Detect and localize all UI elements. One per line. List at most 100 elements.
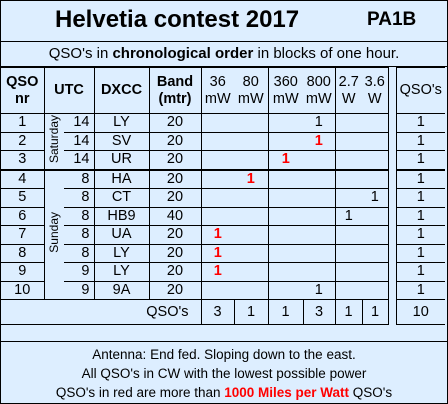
utc-cell: 8 — [64, 225, 95, 245]
power-cell — [303, 206, 336, 226]
power-cell: 1 — [303, 131, 336, 151]
power-cell: 1 — [303, 280, 336, 300]
spacer — [387, 132, 397, 151]
power-cell: 1 — [334, 206, 362, 226]
power-cell — [200, 113, 234, 133]
qso-nr-cell: 8 — [1, 243, 45, 263]
band-cell: 20 — [148, 262, 202, 282]
header-power-80mw: 80 mW — [234, 67, 269, 114]
total-3.6w: 1 — [361, 299, 389, 325]
table-row: 1 Saturday 14 LY 20 1 1 — [1, 113, 445, 170]
qsos-cell: 1 — [395, 188, 445, 208]
legend-note: QSO's in red are more than 1000 Miles pe… — [55, 385, 393, 400]
power-cell — [303, 243, 336, 263]
spacer — [387, 113, 397, 132]
power-cell — [303, 225, 336, 245]
power-cell — [200, 206, 234, 226]
power-cell — [234, 280, 269, 300]
qsos-cell: 1 — [395, 225, 445, 245]
qsos-cell: 1 — [395, 150, 445, 170]
band-cell: 20 — [148, 188, 202, 208]
power-cell — [267, 243, 303, 263]
power-cell — [234, 225, 269, 245]
qso-nr-cell: 3 — [1, 150, 45, 170]
header-qsos: QSO's — [395, 67, 445, 114]
mode-note: All QSO's in CW with the lowest possible… — [81, 366, 367, 381]
power-cell — [362, 150, 389, 170]
power-cell — [334, 243, 362, 263]
qsos-cell: 1 — [395, 243, 445, 263]
subtitle-prefix: QSO's in — [48, 45, 113, 62]
power-cell — [362, 131, 389, 151]
qso-nr-cell: 1 — [1, 113, 45, 133]
power-cell — [303, 150, 336, 170]
header: Helvetia contest 2017 PA1B — [1, 1, 447, 41]
power-cell — [362, 243, 389, 263]
total-36mw: 3 — [200, 299, 235, 325]
power-cell — [234, 262, 269, 282]
spacer — [387, 188, 397, 207]
total-80mw: 1 — [233, 299, 269, 325]
power-cell — [334, 168, 362, 189]
total-qsos: 10 — [395, 299, 445, 325]
dxcc-cell: LY — [93, 262, 150, 282]
header-band: Band (mtr) — [148, 67, 202, 114]
table-row: 7 8 UA 20 1 1 — [1, 225, 445, 245]
qso-nr-cell: 9 — [1, 262, 45, 282]
power-cell — [362, 280, 389, 300]
power-cell — [200, 168, 234, 189]
dxcc-cell: CT — [93, 188, 150, 208]
day-label-saturday: Saturday — [43, 113, 64, 170]
power-cell: 1 — [200, 225, 234, 245]
table-row: 9 9 LY 20 1 1 — [1, 262, 445, 282]
power-cell — [334, 280, 362, 300]
qso-nr-cell: 5 — [1, 188, 45, 208]
power-cell — [234, 243, 269, 263]
utc-cell: 8 — [64, 206, 95, 226]
qsos-cell: 1 — [395, 168, 445, 189]
power-cell — [334, 131, 362, 151]
power-cell — [267, 188, 303, 208]
total-800mw: 3 — [302, 299, 336, 325]
power-cell: 1 — [303, 113, 336, 133]
power-cell — [303, 262, 336, 282]
utc-cell: 14 — [64, 150, 95, 170]
spacer — [387, 225, 397, 244]
qsos-cell: 1 — [395, 113, 445, 133]
power-cell — [334, 188, 362, 208]
spacer — [387, 281, 397, 300]
total-360mw: 1 — [267, 299, 304, 325]
power-cell — [267, 206, 303, 226]
spacer — [387, 207, 397, 226]
band-cell: 20 — [148, 280, 202, 300]
table-row: 6 8 HB9 40 1 1 — [1, 206, 445, 226]
utc-cell: 14 — [64, 113, 95, 133]
band-cell: 40 — [148, 206, 202, 226]
power-cell: 1 — [200, 243, 234, 263]
power-cell — [267, 262, 303, 282]
utc-cell: 9 — [64, 262, 95, 282]
antenna-note: Antenna: End fed. Sloping down to the ea… — [92, 347, 356, 362]
power-cell: 1 — [362, 188, 389, 208]
spacer — [387, 67, 396, 114]
power-cell — [200, 131, 234, 151]
footer-notes: Antenna: End fed. Sloping down to the ea… — [1, 341, 447, 403]
power-cell — [200, 188, 234, 208]
power-cell: 1 — [267, 150, 303, 170]
header-power-2.7w: 2.7 W — [334, 67, 362, 114]
utc-cell: 8 — [64, 243, 95, 263]
band-cell: 20 — [148, 150, 202, 170]
dxcc-cell: HA — [93, 168, 150, 189]
band-cell: 20 — [148, 168, 202, 189]
table-row: 4 Sunday 8 HA 20 1 1 — [1, 168, 445, 300]
band-cell: 20 — [148, 225, 202, 245]
power-cell — [334, 113, 362, 133]
power-cell — [234, 131, 269, 151]
power-cell — [234, 150, 269, 170]
qso-nr-cell: 4 — [1, 168, 45, 189]
utc-cell: 9 — [64, 280, 95, 300]
total-2.7w: 1 — [334, 299, 363, 325]
spacer — [387, 150, 397, 170]
power-cell — [334, 262, 362, 282]
